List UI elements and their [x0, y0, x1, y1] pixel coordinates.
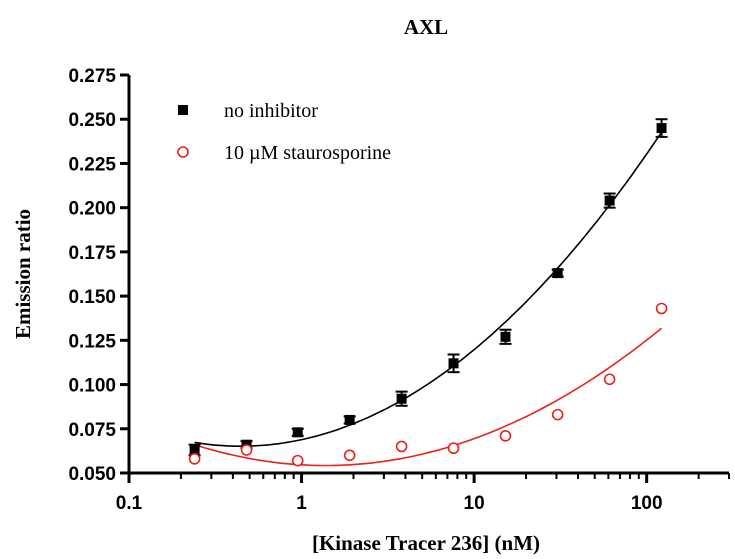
legend-marker-staurosporine	[177, 146, 189, 158]
data-point-series-1	[499, 430, 512, 442]
x-tick-label: 10	[464, 493, 485, 514]
data-point-series-0	[604, 195, 615, 206]
data-point-series-0	[396, 393, 407, 404]
y-tick-label: 0.050	[68, 464, 116, 485]
data-point-series-1	[603, 373, 616, 386]
chart-title: AXL	[404, 15, 448, 39]
legend-label-no-inhibitor: no inhibitor	[224, 100, 318, 122]
x-tick-label: 100	[631, 493, 663, 514]
data-point-series-1	[188, 453, 201, 465]
data-point-series-0	[344, 414, 355, 425]
data-point-series-0	[189, 445, 200, 456]
y-tick-label: 0.100	[68, 376, 116, 397]
legend: no inhibitor 10 µM staurosporine	[177, 100, 391, 164]
y-tick-label: 0.175	[68, 243, 116, 264]
data-point-series-0	[656, 123, 667, 134]
x-tick-label: 1	[296, 493, 307, 514]
data-point-series-0	[292, 427, 303, 438]
y-tick-label: 0.150	[68, 287, 116, 308]
y-tick-label: 0.125	[68, 331, 116, 352]
data-points	[188, 118, 668, 467]
data-point-series-0	[500, 331, 511, 342]
fit-curves	[194, 131, 663, 467]
x-axis-title: [Kinase Tracer 236] (nM)	[312, 531, 540, 555]
data-point-series-0	[552, 268, 563, 279]
y-tick-label: 0.200	[68, 199, 116, 220]
data-point-series-1	[291, 454, 304, 467]
y-tick-label: 0.075	[68, 420, 116, 441]
data-point-series-1	[343, 449, 356, 462]
data-point-series-1	[395, 440, 408, 453]
fit-curve-series-0	[194, 131, 663, 447]
data-point-series-1	[655, 302, 668, 315]
data-point-series-1	[240, 444, 253, 456]
y-axis-title: Emission ratio	[11, 209, 35, 339]
data-point-series-1	[551, 408, 564, 421]
fit-curve-series-1	[194, 327, 663, 467]
legend-marker-no-inhibitor	[178, 105, 188, 115]
data-point-series-0	[448, 358, 459, 369]
y-tick-label: 0.225	[68, 154, 116, 175]
y-tick-label: 0.250	[68, 110, 116, 131]
y-tick-label: 0.275	[68, 66, 116, 87]
legend-label-staurosporine: 10 µM staurosporine	[224, 142, 391, 164]
axes: 0.050 0.075 0.100 0.125 0.150 0.175 0.200 0.225…	[68, 66, 730, 514]
data-point-series-1	[447, 442, 460, 455]
x-tick-label: 0.1	[116, 493, 143, 514]
